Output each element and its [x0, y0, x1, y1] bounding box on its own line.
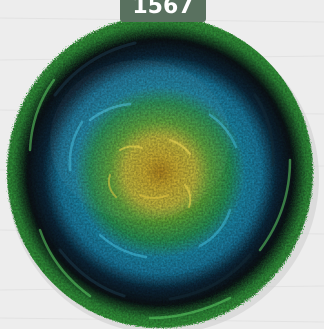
color-code-badge: 1567 [120, 0, 206, 22]
